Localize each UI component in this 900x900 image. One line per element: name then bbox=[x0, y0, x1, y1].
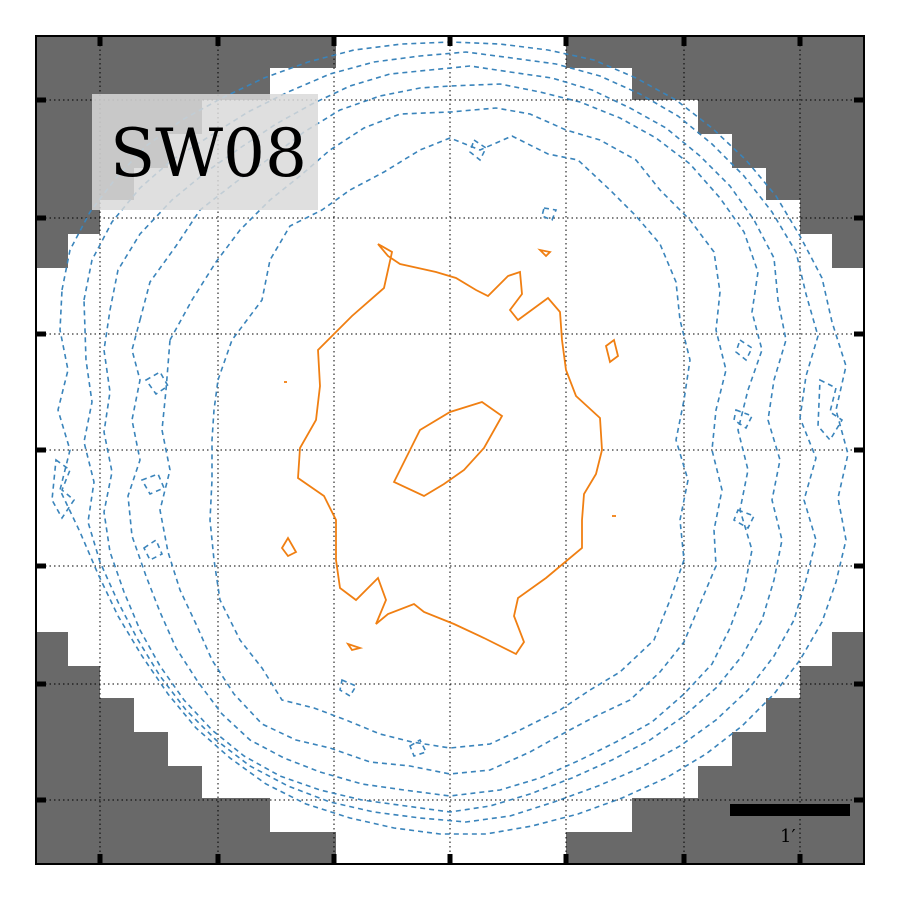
orange-contours bbox=[280, 243, 620, 656]
blue-blob-8 bbox=[732, 508, 756, 530]
tick-marks bbox=[36, 36, 864, 864]
orange-contour-outer bbox=[297, 243, 603, 656]
orange-blob-4 bbox=[537, 248, 552, 258]
blue-blob-9 bbox=[339, 678, 358, 698]
blue-blob-3 bbox=[142, 538, 164, 562]
blue-contour-level-1 bbox=[209, 135, 691, 749]
scale-bar bbox=[730, 804, 850, 816]
orange-blob-1 bbox=[604, 338, 620, 364]
scale-bar-label: 1′ bbox=[780, 826, 796, 847]
panel-label: SW08 bbox=[110, 115, 307, 192]
blue-blob-5 bbox=[541, 207, 558, 222]
blue-blob-1 bbox=[144, 370, 170, 396]
grid-lines bbox=[36, 36, 864, 864]
orange-contour-inner bbox=[392, 401, 504, 498]
orange-blob-2 bbox=[280, 536, 298, 558]
blue-contour-level-6 bbox=[57, 41, 849, 835]
blue-blob-2 bbox=[140, 472, 166, 496]
orange-blob-3 bbox=[345, 642, 364, 652]
blue-contour-level-4 bbox=[103, 65, 787, 813]
blue-blob-6 bbox=[735, 338, 754, 362]
blue-blob-12 bbox=[51, 458, 76, 520]
blue-contour-level-3 bbox=[127, 83, 763, 797]
mask-bottom-left bbox=[36, 632, 336, 864]
blue-blob-11 bbox=[817, 378, 844, 442]
blue-contours bbox=[51, 41, 849, 835]
blue-contour-level-2 bbox=[159, 107, 727, 775]
blue-blob-7 bbox=[733, 408, 754, 430]
blue-blob-4 bbox=[469, 138, 488, 162]
label-box bbox=[92, 94, 318, 210]
